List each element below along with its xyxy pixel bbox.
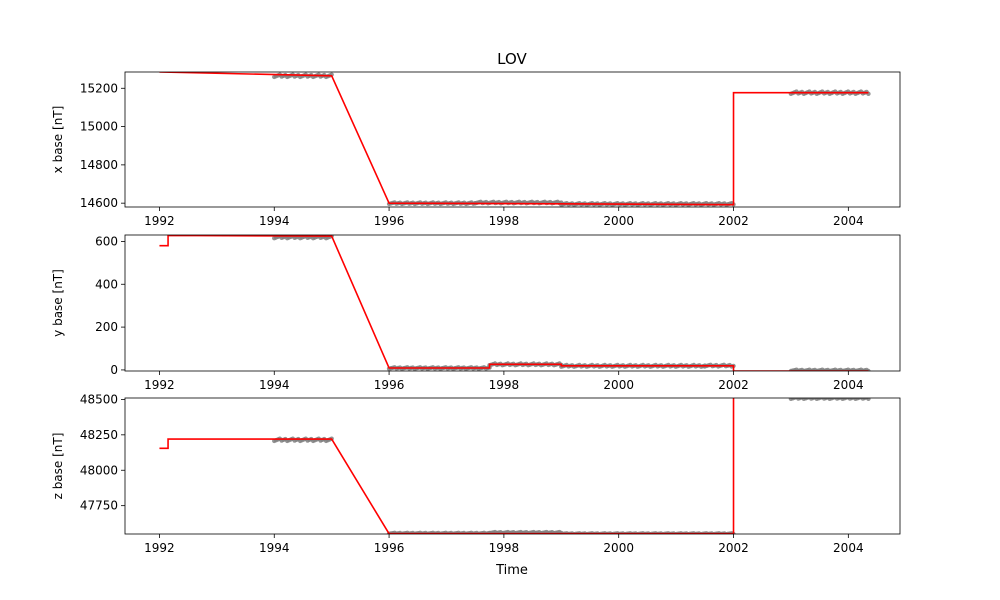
x-tick-label: 2002: [718, 214, 749, 228]
y-tick-label: 0: [110, 363, 118, 377]
x-tick-label: 1998: [489, 541, 520, 555]
x-tick-label: 1994: [259, 541, 290, 555]
panel-x-base: 1992 1994 1996 1998 2000 2002 2004 14600 14800 15…: [51, 71, 901, 228]
x-tick-label: 2002: [718, 378, 749, 392]
x-tick-label: 2000: [603, 214, 634, 228]
x-tick-label: 1996: [374, 214, 405, 228]
x-axis-label: Time: [495, 563, 528, 578]
x-tick-label: 1998: [489, 378, 520, 392]
x-tick-label: 2004: [833, 541, 864, 555]
baseline-group: [159, 72, 869, 206]
panel-y-base: 1992 1994 1996 1998 2000 2002 2004 0 200 400 600 y …: [51, 234, 901, 392]
baseline-group: [159, 398, 735, 534]
y-tick-label: 14600: [80, 196, 118, 210]
y-tick-label: 200: [95, 320, 118, 334]
y-tick-label: 15200: [80, 81, 118, 95]
y-tick-label: 15000: [80, 120, 118, 134]
x-tick-label: 1996: [374, 378, 405, 392]
baseline-line: [159, 235, 869, 371]
axes-frame: [124, 234, 901, 372]
x-tick-label: 2000: [603, 378, 634, 392]
y-axis-label: y base [nT]: [51, 269, 65, 337]
y-axis-label: z base [nT]: [51, 433, 65, 500]
baseline-line: [159, 72, 869, 206]
x-tick-label: 2004: [833, 378, 864, 392]
y-tick-label: 47750: [80, 499, 118, 513]
baseline-line: [159, 398, 735, 534]
y-tick-label: 14800: [80, 158, 118, 172]
y-tick-label: 48000: [80, 463, 118, 477]
y-axis-label: x base [nT]: [51, 106, 65, 174]
observation-group: [272, 398, 871, 534]
axes-frame: [124, 397, 901, 535]
observation-point: [866, 398, 871, 402]
x-tick-label: 2000: [603, 541, 634, 555]
x-tick-label: 1996: [374, 541, 405, 555]
y-tick-label: 400: [95, 277, 118, 291]
x-tick-label: 1994: [259, 378, 290, 392]
x-tick-label: 1992: [144, 378, 175, 392]
chart-title: LOV: [497, 50, 527, 68]
y-tick-label: 600: [95, 234, 118, 248]
axes-frame: [124, 71, 901, 208]
x-tick-label: 1992: [144, 541, 175, 555]
x-tick-label: 2004: [833, 214, 864, 228]
y-tick-label: 48500: [80, 392, 118, 406]
x-tick-label: 1992: [144, 214, 175, 228]
x-tick-label: 1994: [259, 214, 290, 228]
x-tick-label: 2002: [718, 541, 749, 555]
x-tick-label: 1998: [489, 214, 520, 228]
y-tick-label: 48250: [80, 428, 118, 442]
panel-z-base: 1992 1994 1996 1998 2000 2002 2004 47750 48000 48…: [51, 392, 901, 555]
baseline-group: [159, 235, 869, 371]
